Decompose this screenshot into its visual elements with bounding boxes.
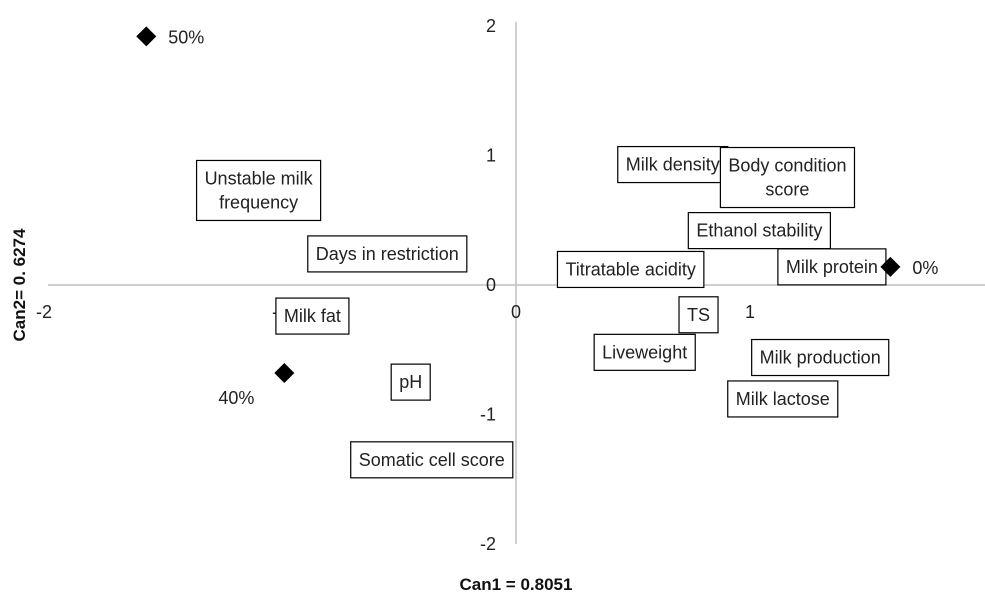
variable-label-text: Ethanol stability xyxy=(696,221,822,241)
variable-label-text: Milk protein xyxy=(786,257,878,277)
variable-label-text: Unstable milk xyxy=(205,168,314,188)
label-box xyxy=(195,159,322,222)
variable-label: Ethanol stability xyxy=(687,212,831,250)
y-tick-label: 2 xyxy=(486,16,496,36)
variable-label: Milk production xyxy=(751,338,890,377)
variable-label-text: Titratable acidity xyxy=(565,259,695,279)
x-axis-title: Can1 = 0.8051 xyxy=(460,575,573,594)
variable-label: Unstable milk frequency xyxy=(195,159,322,222)
data-point-label: 50% xyxy=(168,27,204,47)
variable-label-text: Liveweight xyxy=(602,342,687,362)
diamond-marker xyxy=(880,256,901,277)
variable-label-text: Milk production xyxy=(760,348,881,368)
variable-label: Days in restriction xyxy=(307,235,468,273)
variable-label: Milk protein xyxy=(777,248,887,286)
variable-label-text: score xyxy=(765,180,809,200)
variable-label: Milk density xyxy=(617,145,729,184)
label-box xyxy=(678,296,719,334)
diamond-marker xyxy=(136,26,157,47)
data-point-group: 40% xyxy=(218,363,295,408)
variable-label-text: Milk fat xyxy=(284,306,341,326)
data-point-group: 50% xyxy=(136,26,204,47)
y-axis-title: Can2= 0. 6274 xyxy=(10,228,29,341)
y-tick-label: -1 xyxy=(480,405,496,425)
variable-label: pH xyxy=(390,363,431,401)
variable-label: Titratable acidity xyxy=(556,250,705,289)
y-tick-label: 1 xyxy=(486,146,496,166)
variable-label-text: pH xyxy=(399,372,422,392)
variable-label-text: Milk lactose xyxy=(736,389,830,409)
x-tick-label: 0 xyxy=(511,302,521,322)
label-box xyxy=(777,248,887,286)
label-box xyxy=(617,145,729,184)
variable-label: TS xyxy=(678,296,719,334)
variable-label-text: frequency xyxy=(219,192,298,212)
label-box xyxy=(751,338,890,377)
variable-label: Body condition score xyxy=(719,146,856,209)
label-box xyxy=(275,297,350,335)
variable-label: Milk fat xyxy=(275,297,350,335)
variable-labels: Unstable milk frequency Days in restrictio… xyxy=(195,145,890,479)
label-box xyxy=(307,235,468,273)
label-box xyxy=(556,250,705,289)
label-box xyxy=(350,441,514,479)
variable-label: Liveweight xyxy=(593,333,696,371)
y-tick-label: -2 xyxy=(480,534,496,554)
variable-label-text: Milk density xyxy=(626,155,720,175)
variable-label: Somatic cell score xyxy=(350,441,514,479)
variable-label-text: Somatic cell score xyxy=(359,450,505,470)
label-box xyxy=(390,363,431,401)
y-tick-label: 0 xyxy=(486,275,496,295)
x-tick-label: 1 xyxy=(745,302,755,322)
variable-label: Milk lactose xyxy=(727,380,839,418)
variable-label-text: Days in restriction xyxy=(316,244,459,264)
data-point-label: 40% xyxy=(218,388,254,408)
data-point-label: 0% xyxy=(912,258,938,278)
variable-label-text: TS xyxy=(687,305,710,325)
data-points: 50% 40% 0% xyxy=(136,26,938,408)
variable-label-text: Body condition xyxy=(728,156,846,176)
label-box xyxy=(687,212,831,250)
label-box xyxy=(719,146,856,209)
label-box xyxy=(593,333,696,371)
label-box xyxy=(727,380,839,418)
x-tick-label: -2 xyxy=(36,302,52,322)
data-point-group: 0% xyxy=(880,256,938,278)
diamond-marker xyxy=(274,363,295,384)
